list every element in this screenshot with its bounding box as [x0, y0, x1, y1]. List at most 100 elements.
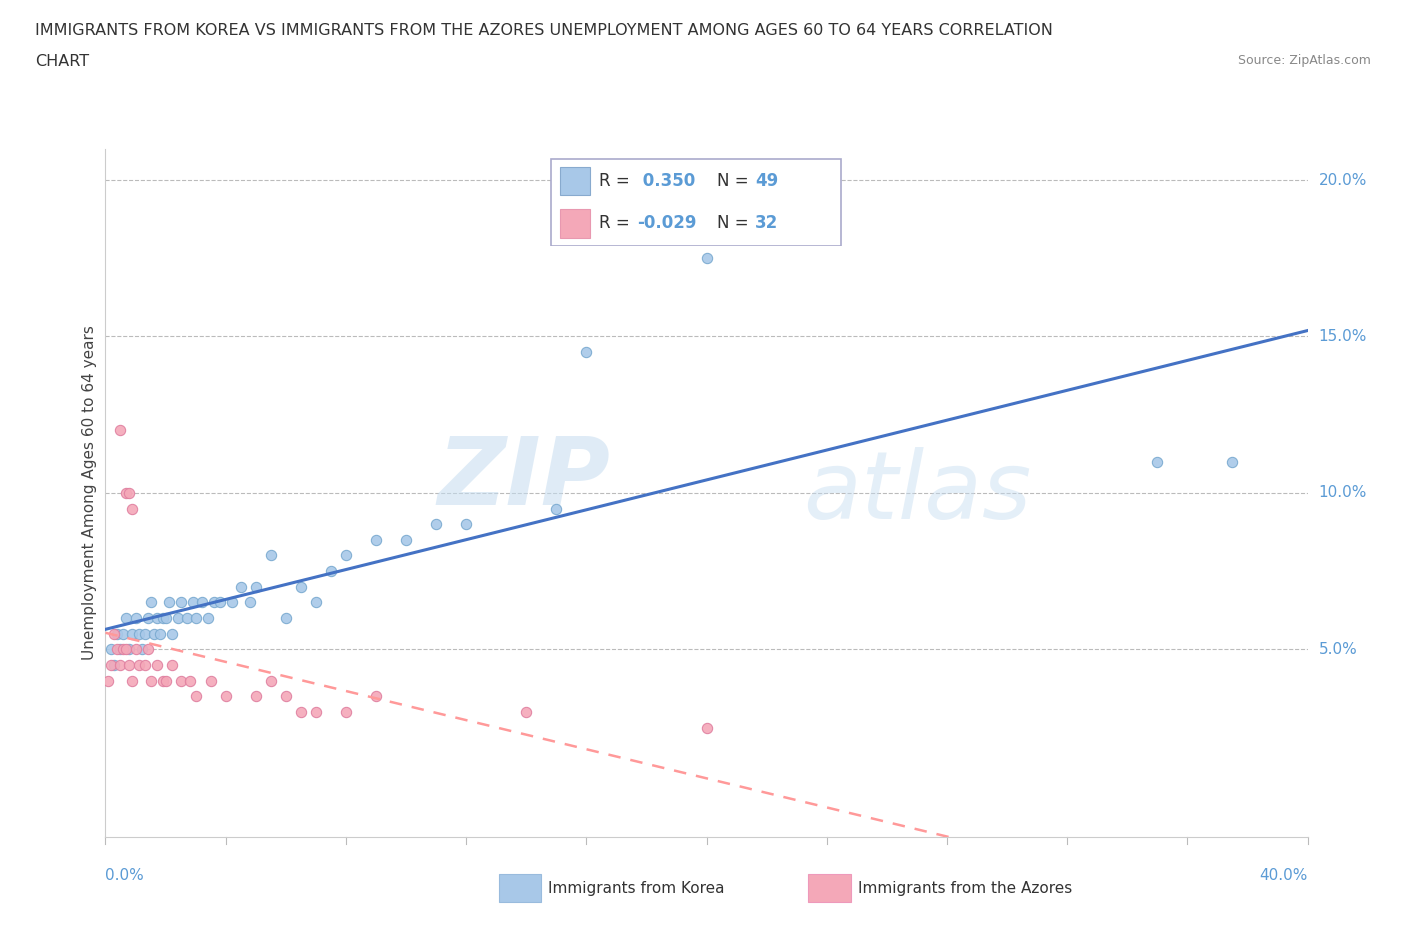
Point	[190, 595, 212, 610]
Point	[290, 704, 312, 719]
Point	[121, 626, 143, 641]
Point	[107, 626, 129, 641]
Point	[290, 579, 312, 594]
Point	[139, 595, 162, 610]
Point	[136, 642, 159, 657]
FancyBboxPatch shape	[560, 167, 589, 195]
Point	[202, 595, 225, 610]
Point	[100, 658, 122, 672]
Point	[115, 611, 138, 626]
Text: R =: R =	[599, 172, 630, 190]
Point	[425, 517, 447, 532]
Text: 15.0%: 15.0%	[1319, 329, 1367, 344]
Point	[118, 658, 141, 672]
Point	[221, 595, 243, 610]
Point	[181, 595, 204, 610]
Point	[121, 501, 143, 516]
Point	[305, 595, 328, 610]
Point	[100, 642, 122, 657]
Text: 40.0%: 40.0%	[1260, 868, 1308, 883]
Point	[128, 658, 150, 672]
Point	[184, 689, 207, 704]
Point	[142, 626, 165, 641]
Point	[152, 673, 174, 688]
Point	[121, 673, 143, 688]
Point	[155, 611, 177, 626]
Point	[152, 611, 174, 626]
Point	[136, 611, 159, 626]
Text: 49: 49	[755, 172, 779, 190]
Point	[115, 642, 138, 657]
Text: 32: 32	[755, 215, 779, 232]
Point	[319, 564, 342, 578]
Text: -0.029: -0.029	[637, 215, 696, 232]
Point	[155, 673, 177, 688]
Text: atlas: atlas	[803, 447, 1031, 538]
Point	[145, 611, 167, 626]
Point	[260, 673, 283, 688]
Point	[107, 642, 129, 657]
Point	[166, 611, 188, 626]
Point	[364, 532, 387, 547]
Point	[515, 704, 537, 719]
Point	[335, 548, 357, 563]
Point	[110, 642, 132, 657]
Point	[139, 673, 162, 688]
Point	[274, 611, 297, 626]
Point	[546, 501, 568, 516]
Point	[103, 658, 125, 672]
Text: CHART: CHART	[35, 54, 89, 69]
Point	[335, 704, 357, 719]
Point	[274, 689, 297, 704]
Text: Immigrants from Korea: Immigrants from Korea	[548, 881, 725, 896]
Point	[696, 251, 718, 266]
Point	[131, 642, 153, 657]
Point	[157, 595, 180, 610]
Point	[239, 595, 262, 610]
Text: Immigrants from the Azores: Immigrants from the Azores	[858, 881, 1071, 896]
Point	[110, 423, 132, 438]
Text: 0.350: 0.350	[637, 172, 695, 190]
Point	[169, 673, 191, 688]
Text: 5.0%: 5.0%	[1319, 642, 1357, 657]
FancyBboxPatch shape	[551, 159, 841, 246]
Point	[260, 548, 283, 563]
Point	[200, 673, 222, 688]
Point	[160, 658, 183, 672]
Text: 20.0%: 20.0%	[1319, 173, 1367, 188]
Point	[160, 626, 183, 641]
Point	[118, 642, 141, 657]
Text: IMMIGRANTS FROM KOREA VS IMMIGRANTS FROM THE AZORES UNEMPLOYMENT AMONG AGES 60 T: IMMIGRANTS FROM KOREA VS IMMIGRANTS FROM…	[35, 23, 1053, 38]
Point	[112, 626, 135, 641]
Text: R =: R =	[599, 215, 630, 232]
Text: N =: N =	[717, 172, 748, 190]
Point	[134, 658, 156, 672]
Point	[179, 673, 201, 688]
Point	[176, 611, 198, 626]
Point	[229, 579, 252, 594]
Point	[128, 626, 150, 641]
Point	[454, 517, 477, 532]
Point	[575, 345, 598, 360]
Point	[110, 658, 132, 672]
Text: ZIP: ZIP	[437, 433, 610, 525]
Text: N =: N =	[717, 215, 748, 232]
Text: Source: ZipAtlas.com: Source: ZipAtlas.com	[1237, 54, 1371, 67]
Point	[97, 673, 120, 688]
Point	[364, 689, 387, 704]
FancyBboxPatch shape	[560, 209, 589, 238]
Point	[214, 689, 236, 704]
Point	[184, 611, 207, 626]
Point	[1222, 454, 1244, 469]
Point	[148, 626, 170, 641]
Point	[1146, 454, 1168, 469]
Point	[103, 626, 125, 641]
Y-axis label: Unemployment Among Ages 60 to 64 years: Unemployment Among Ages 60 to 64 years	[82, 326, 97, 660]
Point	[305, 704, 328, 719]
Point	[124, 611, 146, 626]
Point	[145, 658, 167, 672]
Point	[169, 595, 191, 610]
Point	[124, 642, 146, 657]
Point	[112, 642, 135, 657]
Point	[208, 595, 231, 610]
